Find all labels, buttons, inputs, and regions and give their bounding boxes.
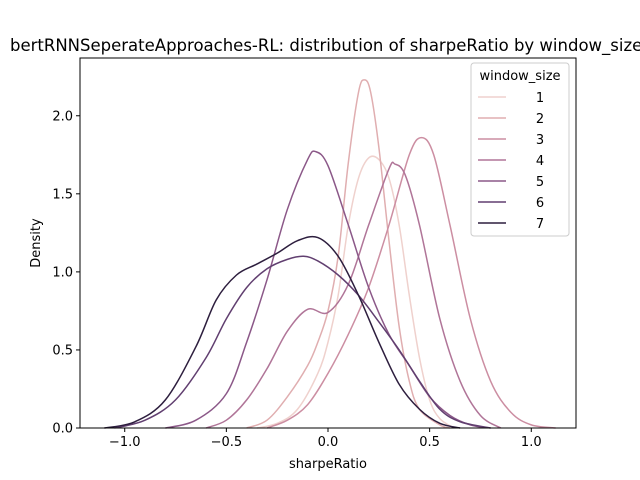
legend-title: window_size bbox=[479, 69, 560, 84]
y-tick-label: 1.0 bbox=[52, 265, 73, 280]
x-tick-label: 0.5 bbox=[419, 435, 440, 450]
series-2-line bbox=[246, 79, 451, 429]
legend-frame bbox=[470, 62, 570, 237]
chart-title: bertRNNSeperateApproaches-RL: distributi… bbox=[10, 36, 640, 56]
legend-label-4: 4 bbox=[536, 154, 544, 169]
legend: window_size 1 2 3 4 5 6 7 bbox=[470, 62, 570, 237]
y-tick-label: 0.5 bbox=[52, 343, 73, 358]
series-6-line bbox=[114, 255, 491, 429]
y-axis: 0.0 0.5 1.0 1.5 2.0 bbox=[52, 109, 80, 437]
x-tick-label: −1.0 bbox=[109, 435, 141, 450]
legend-label-3: 3 bbox=[536, 133, 544, 148]
legend-label-2: 2 bbox=[536, 112, 544, 127]
x-tick-label: 1.0 bbox=[521, 435, 542, 450]
legend-label-6: 6 bbox=[536, 196, 544, 211]
plot-area bbox=[104, 79, 556, 429]
series-7-line bbox=[104, 235, 461, 429]
legend-items: 1 2 3 4 5 6 7 bbox=[478, 91, 544, 232]
y-tick-label: 2.0 bbox=[52, 109, 73, 124]
y-axis-label: Density bbox=[29, 218, 44, 268]
series-3-line bbox=[266, 136, 556, 429]
y-tick-label: 0.0 bbox=[52, 422, 73, 437]
x-tick-label: −0.5 bbox=[211, 435, 243, 450]
series-5-line bbox=[165, 150, 491, 429]
x-axis-label: sharpeRatio bbox=[289, 457, 367, 472]
legend-label-1: 1 bbox=[536, 91, 544, 106]
x-axis: −1.0 −0.5 0.0 0.5 1.0 bbox=[109, 428, 542, 450]
legend-label-5: 5 bbox=[536, 175, 544, 190]
y-tick-label: 1.5 bbox=[52, 187, 73, 202]
series-4-line bbox=[205, 161, 502, 429]
legend-label-7: 7 bbox=[536, 217, 544, 232]
series-1-line bbox=[256, 155, 455, 429]
x-tick-label: 0.0 bbox=[318, 435, 339, 450]
